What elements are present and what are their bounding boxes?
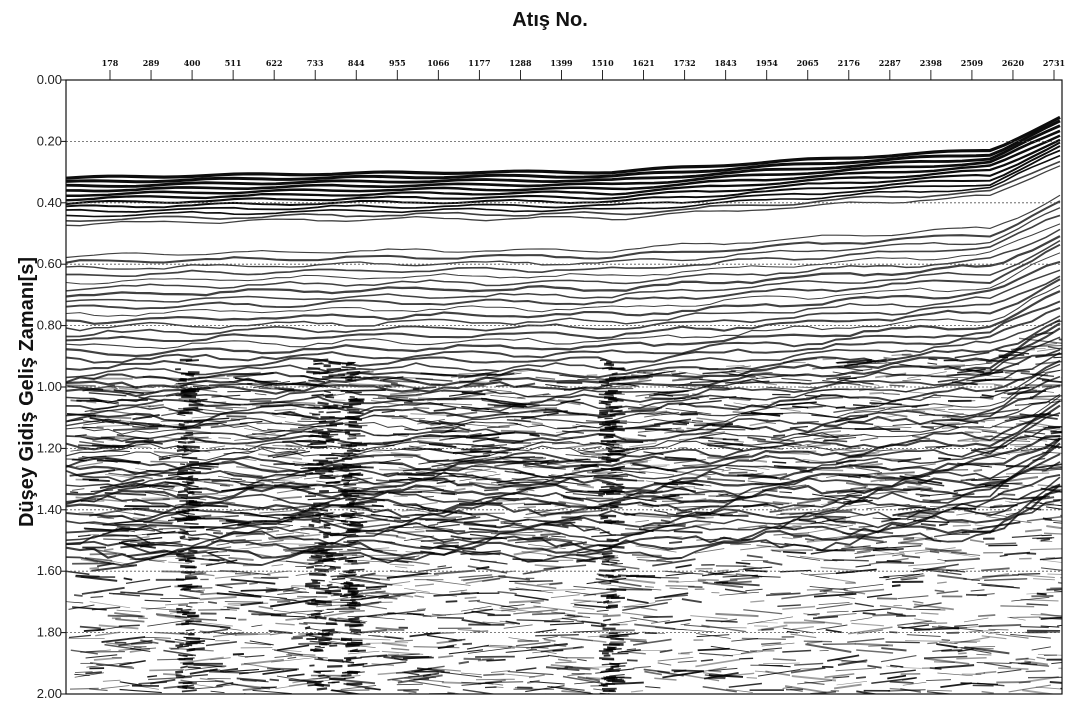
- grid-lines: [66, 140, 1062, 633]
- y-tick-label: 0.00: [37, 72, 62, 87]
- x-tick-label: 955: [389, 58, 406, 68]
- x-tick-label: 2509: [961, 58, 984, 68]
- y-tick-label: 1.60: [37, 563, 62, 578]
- y-tick-label: 1.00: [37, 379, 62, 394]
- y-tick-label: 2.00: [37, 686, 62, 701]
- x-tick-label: 289: [143, 58, 160, 68]
- seismic-section-image: [66, 115, 1062, 694]
- x-tick-label: 1621: [632, 58, 654, 68]
- y-tick-label: 0.80: [37, 318, 62, 333]
- x-tick-label: 2065: [797, 58, 819, 68]
- y-tick-label: 1.40: [37, 502, 62, 517]
- x-tick-label: 622: [266, 58, 283, 68]
- x-tick-label: 1066: [427, 58, 450, 68]
- x-tick-label: 1732: [673, 58, 695, 68]
- y-tick-label: 1.80: [37, 625, 62, 640]
- reflector-texture: [66, 115, 1062, 694]
- x-tick-label: 511: [225, 58, 242, 68]
- figure-title: Atış No.: [512, 9, 588, 31]
- x-tick-label: 1399: [550, 58, 573, 68]
- y-axis-label: Düşey Gidiş Geliş Zamanı[s]: [16, 257, 38, 527]
- x-tick-label: 1288: [509, 58, 532, 68]
- x-tick-label: 1843: [715, 58, 738, 68]
- x-tick-label: 2731: [1043, 58, 1065, 68]
- x-tick-label: 1177: [468, 58, 490, 68]
- x-tick-label: 1954: [756, 58, 779, 68]
- x-tick-label: 2176: [838, 58, 861, 68]
- y-tick-label: 1.20: [37, 440, 62, 455]
- y-axis-ticks: 0.00 0.20 0.40 0.60 0.80 1.00 1.20 1.40 1.60 1.80…: [37, 72, 66, 701]
- x-axis-ticks: 178 289 400 511 622 733 844 955 1066 1177 1288 1399…: [102, 58, 1065, 80]
- y-tick-label: 0.60: [37, 256, 62, 271]
- x-tick-label: 1510: [591, 58, 614, 68]
- y-tick-label: 0.20: [37, 133, 62, 148]
- y-tick-label: 0.40: [37, 195, 62, 210]
- x-tick-label: 2620: [1002, 58, 1025, 68]
- x-tick-label: 844: [348, 58, 365, 68]
- x-tick-label: 2287: [879, 58, 901, 68]
- x-tick-label: 400: [184, 58, 201, 68]
- x-tick-label: 2398: [920, 58, 943, 68]
- x-tick-label: 178: [102, 58, 119, 68]
- x-tick-label: 733: [307, 58, 324, 68]
